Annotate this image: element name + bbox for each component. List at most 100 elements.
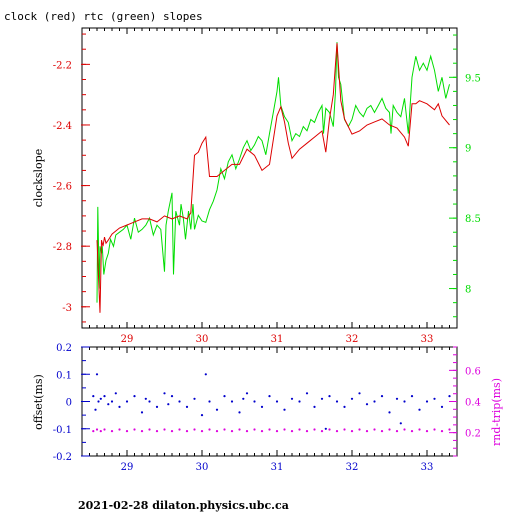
y-tick-label: -2.4 bbox=[53, 121, 72, 132]
point-offset bbox=[448, 395, 451, 398]
point-offset bbox=[140, 411, 144, 414]
point-rnd-trip bbox=[298, 428, 301, 431]
y-tick-label: 0.2 bbox=[56, 343, 72, 354]
point-rnd-trip bbox=[268, 428, 271, 431]
point-rnd-trip bbox=[148, 428, 151, 431]
point-offset bbox=[440, 405, 444, 408]
point-offset bbox=[395, 397, 399, 400]
x-tick-label: 31 bbox=[271, 462, 284, 473]
y2-tick-label: 0.6 bbox=[465, 366, 481, 377]
point-offset bbox=[125, 400, 129, 403]
point-rnd-trip bbox=[95, 428, 99, 431]
point-rnd-trip bbox=[99, 430, 102, 433]
x-tick-label: 30 bbox=[196, 334, 209, 345]
point-offset bbox=[208, 400, 211, 403]
chart-title: clock (red) rtc (green) slopes bbox=[4, 10, 203, 23]
point-rnd-trip bbox=[223, 428, 226, 431]
point-rnd-trip bbox=[335, 430, 339, 433]
point-rnd-trip bbox=[305, 430, 309, 433]
point-offset bbox=[260, 405, 264, 408]
bottom-axes: 29 30 31 32 33 0.2 0.1 0 -0.1 -0.2 0.6 0.4 0.2 bbox=[53, 343, 481, 473]
point-rnd-trip bbox=[373, 428, 376, 431]
point-rnd-trip bbox=[118, 428, 121, 431]
point-offset bbox=[178, 400, 181, 403]
point-offset bbox=[313, 405, 316, 408]
point-offset bbox=[99, 397, 102, 400]
y-tick-label: 0.1 bbox=[56, 370, 72, 381]
point-offset bbox=[290, 397, 294, 400]
point-rnd-trip bbox=[185, 430, 189, 433]
point-rnd-trip bbox=[290, 430, 294, 433]
top-series bbox=[96, 42, 450, 313]
point-offset bbox=[298, 400, 301, 403]
point-offset bbox=[305, 392, 309, 395]
point-offset bbox=[418, 408, 421, 411]
point-rnd-trip bbox=[440, 430, 444, 433]
point-offset bbox=[107, 403, 110, 406]
point-rnd-trip bbox=[92, 430, 95, 433]
point-offset bbox=[320, 397, 324, 400]
x-tick-label: 30 bbox=[196, 462, 209, 473]
point-rnd-trip bbox=[133, 428, 136, 431]
point-offset bbox=[110, 400, 114, 403]
y2-tick-label: 9.5 bbox=[465, 73, 481, 84]
bottom-ylabel: offset(ms) bbox=[32, 374, 45, 430]
top-panel: 29 30 31 32 33 -2.2 -2.4 -2.6 -2.8 -3 9.5 9 8.5 8 clo… bbox=[32, 27, 481, 345]
point-rnd-trip bbox=[328, 428, 331, 431]
point-offset bbox=[343, 405, 346, 408]
point-rnd-trip bbox=[350, 430, 354, 433]
y-tick-label: -2.2 bbox=[53, 60, 72, 71]
point-offset bbox=[335, 400, 339, 403]
y2-tick-label: 9 bbox=[465, 144, 471, 155]
point-rnd-trip bbox=[200, 430, 204, 433]
point-rnd-trip bbox=[283, 428, 286, 431]
y-tick-label: -0.1 bbox=[53, 425, 72, 436]
point-offset bbox=[373, 400, 376, 403]
point-rnd-trip bbox=[260, 430, 264, 433]
x-tick-label: 33 bbox=[421, 462, 434, 473]
point-offset bbox=[350, 397, 354, 400]
point-offset bbox=[283, 408, 286, 411]
point-offset bbox=[365, 403, 369, 406]
point-rnd-trip bbox=[125, 430, 129, 433]
point-offset bbox=[215, 408, 219, 411]
point-offset bbox=[403, 400, 406, 403]
point-rnd-trip bbox=[230, 430, 234, 433]
point-offset bbox=[268, 395, 271, 398]
point-rnd-trip bbox=[433, 428, 436, 431]
point-rnd-trip bbox=[245, 430, 249, 433]
point-rnd-trip bbox=[365, 430, 369, 433]
point-rnd-trip bbox=[343, 428, 346, 431]
point-offset bbox=[144, 397, 147, 400]
point-offset bbox=[242, 397, 245, 400]
point-offset bbox=[399, 422, 402, 425]
series-line-rtc bbox=[96, 42, 450, 303]
point-offset bbox=[97, 400, 100, 403]
point-offset bbox=[388, 411, 391, 414]
point-offset bbox=[155, 405, 159, 408]
bottom-y2label: rnd-trip(ms) bbox=[490, 378, 503, 446]
point-rnd-trip bbox=[163, 428, 166, 431]
point-offset bbox=[380, 395, 384, 398]
bottom-frame bbox=[81, 346, 458, 457]
bottom-panel: 29 30 31 32 33 0.2 0.1 0 -0.1 -0.2 0.6 0.4 0.2 offse… bbox=[32, 343, 503, 473]
y2-tick-label: 0.2 bbox=[465, 429, 481, 440]
point-rnd-trip bbox=[193, 428, 196, 431]
point-rnd-trip bbox=[178, 428, 181, 431]
point-rnd-trip bbox=[215, 430, 219, 433]
point-offset bbox=[223, 395, 226, 398]
point-offset bbox=[92, 395, 95, 398]
point-offset bbox=[200, 414, 204, 417]
point-rnd-trip bbox=[155, 430, 159, 433]
point-offset bbox=[95, 373, 99, 376]
point-rnd-trip bbox=[208, 428, 211, 431]
point-rnd-trip bbox=[358, 428, 361, 431]
point-rnd-trip bbox=[395, 430, 399, 433]
y2-tick-label: 8.5 bbox=[465, 214, 481, 225]
point-rnd-trip bbox=[403, 428, 406, 431]
x-tick-label: 31 bbox=[271, 334, 284, 345]
x-tick-label: 29 bbox=[121, 462, 134, 473]
y-tick-label: -0.2 bbox=[53, 452, 72, 463]
point-rnd-trip bbox=[253, 428, 256, 431]
